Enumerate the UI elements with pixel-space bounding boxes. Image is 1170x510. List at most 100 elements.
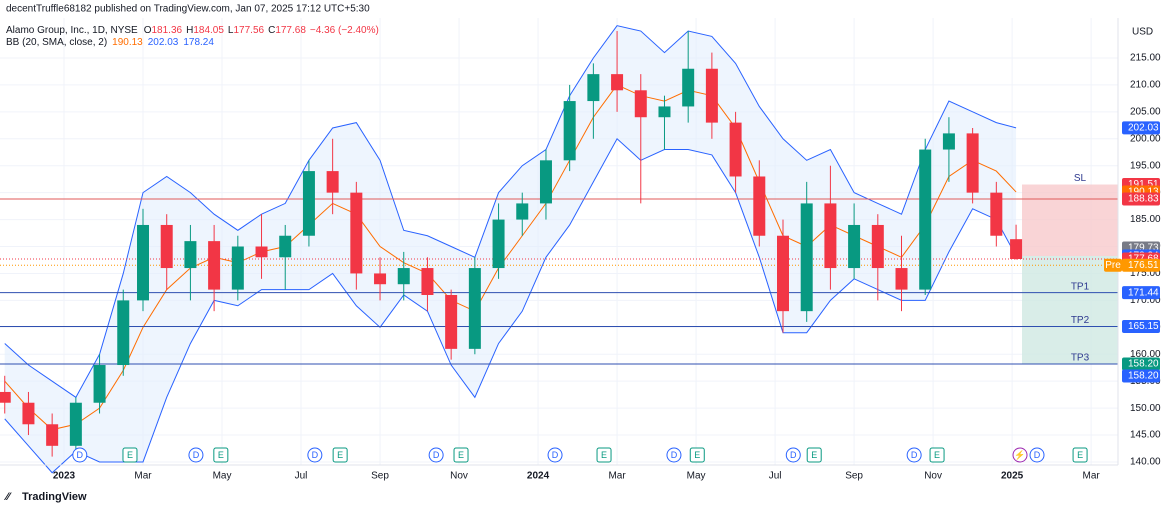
candle-body	[22, 402, 35, 425]
position-label: TP1	[1071, 281, 1090, 292]
event-box	[188, 447, 204, 463]
badge-label: 190.13	[1128, 187, 1159, 198]
candle-body	[658, 106, 671, 118]
x-tick-label: Mar	[134, 471, 152, 482]
event-marker[interactable]: E	[122, 447, 138, 463]
x-tick-label: 2025	[1001, 471, 1024, 482]
y-tick-label: 210.00	[1130, 80, 1161, 91]
currency[interactable]: USD	[1132, 27, 1153, 38]
event-marker[interactable]: D	[906, 447, 922, 463]
event-marker[interactable]: D	[666, 447, 682, 463]
candle-body	[539, 160, 552, 204]
candle-body	[69, 402, 82, 446]
event-label: D	[552, 450, 559, 460]
price-badge: 158.20	[1122, 357, 1160, 371]
event-box	[453, 447, 469, 463]
event-marker[interactable]: E	[213, 447, 229, 463]
event-box	[1012, 447, 1028, 463]
event-marker[interactable]: E	[332, 447, 348, 463]
ohlc-prefix: L	[228, 25, 234, 36]
event-box	[213, 447, 229, 463]
candle-body	[729, 122, 742, 177]
event-label: D	[193, 450, 200, 460]
ohlc-prefix: O	[144, 25, 152, 36]
badge-tag-box	[1104, 258, 1122, 272]
candle-body	[919, 149, 932, 290]
event-marker[interactable]: D	[72, 447, 88, 463]
candle-body	[848, 224, 861, 269]
candle-body	[117, 300, 130, 366]
ohlc-value: 181.36	[152, 25, 183, 36]
candle-body	[137, 224, 150, 301]
candle-body	[160, 224, 173, 269]
badge-box	[1122, 320, 1160, 334]
y-tick-label: 150.00	[1130, 403, 1161, 414]
event-label: ⚡	[1014, 449, 1025, 461]
badge-label: 188.83	[1128, 194, 1159, 205]
event-marker[interactable]: E	[806, 447, 822, 463]
event-label: D	[77, 450, 84, 460]
event-marker[interactable]: D	[785, 447, 801, 463]
y-tick-label: 140.00	[1130, 457, 1161, 468]
candle-body	[871, 224, 884, 269]
event-marker[interactable]: D	[547, 447, 563, 463]
x-tick-label: 2024	[527, 471, 550, 482]
event-box	[906, 447, 922, 463]
x-tick-label: May	[213, 471, 232, 482]
event-box	[666, 447, 682, 463]
candle-body	[302, 171, 315, 236]
event-box	[806, 447, 822, 463]
target-zone	[1022, 255, 1118, 364]
event-box	[785, 447, 801, 463]
event-marker[interactable]: E	[929, 447, 945, 463]
price-badge: 188.83	[1122, 192, 1160, 206]
event-marker[interactable]: E	[453, 447, 469, 463]
event-label: E	[337, 450, 343, 460]
ohlc-prefix: H	[186, 25, 193, 36]
event-label: E	[218, 450, 224, 460]
indicator-value: 178.24	[183, 37, 214, 48]
candle-body	[279, 235, 292, 258]
event-box	[547, 447, 563, 463]
event-marker[interactable]: D	[188, 447, 204, 463]
x-tick-label: Jul	[769, 471, 782, 482]
badge-label: 158.20	[1128, 359, 1159, 370]
candle-body	[634, 90, 647, 118]
y-tick-label: 160.00	[1130, 349, 1161, 360]
candle-body	[990, 192, 1003, 236]
candle-body	[397, 268, 410, 285]
y-tick-label: 195.00	[1130, 160, 1161, 171]
indicator-value: 202.03	[148, 37, 179, 48]
event-marker[interactable]: E	[1072, 447, 1088, 463]
event-marker[interactable]: ⚡	[1012, 447, 1028, 463]
candle-body	[682, 68, 695, 107]
position-label: TP2	[1071, 315, 1090, 326]
logo-mark: ⁄⁄	[3, 491, 12, 503]
plot-area	[0, 18, 1118, 474]
event-label: E	[601, 450, 607, 460]
legend-line: Alamo Group, Inc., 1D, NYSE O181.36 H184.0…	[6, 25, 379, 36]
badge-label: 158.20	[1128, 371, 1159, 382]
event-label: D	[911, 450, 918, 460]
event-marker[interactable]: E	[689, 447, 705, 463]
header: decentTruffle68182 published on TradingV…	[6, 4, 370, 15]
badge-box	[1122, 258, 1160, 272]
event-box	[1072, 447, 1088, 463]
y-tick-label: 170.00	[1130, 295, 1161, 306]
badge-label: 202.03	[1128, 122, 1159, 133]
candle-body	[208, 241, 221, 290]
event-marker[interactable]: D	[428, 447, 444, 463]
candle-body	[468, 268, 481, 349]
event-marker[interactable]: D	[307, 447, 323, 463]
badge-box	[1122, 357, 1160, 371]
event-label: E	[811, 450, 817, 460]
event-box	[307, 447, 323, 463]
event-box	[332, 447, 348, 463]
candle-body	[800, 203, 813, 312]
candle-body	[184, 241, 197, 269]
x-tick-label: Nov	[924, 471, 942, 482]
event-marker[interactable]: D	[1029, 447, 1045, 463]
event-marker[interactable]: E	[596, 447, 612, 463]
event-box	[596, 447, 612, 463]
